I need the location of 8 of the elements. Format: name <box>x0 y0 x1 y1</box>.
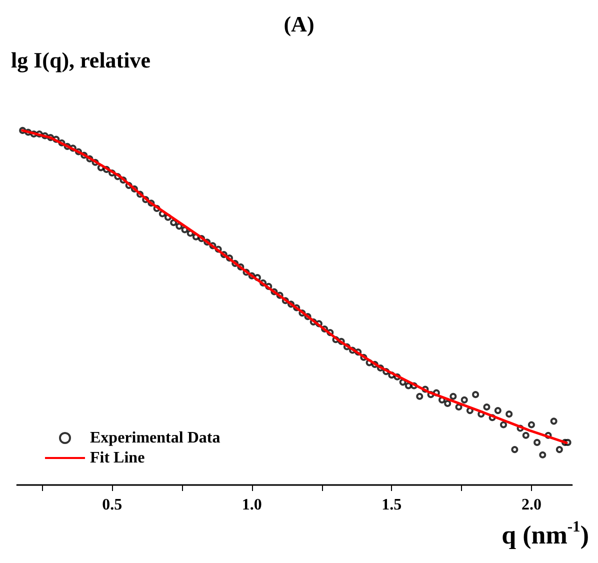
chart-title: (A) <box>284 12 314 36</box>
x-tick-label: 2.0 <box>521 496 542 514</box>
y-axis-title: lg I(q), relative <box>11 48 151 72</box>
legend-label: Experimental Data <box>90 430 220 446</box>
x-tick-label: 1.0 <box>242 496 262 514</box>
x-tick-label: 1.5 <box>382 496 402 514</box>
legend-label: Fit Line <box>90 450 145 466</box>
x-tick-label: 0.5 <box>102 496 122 514</box>
